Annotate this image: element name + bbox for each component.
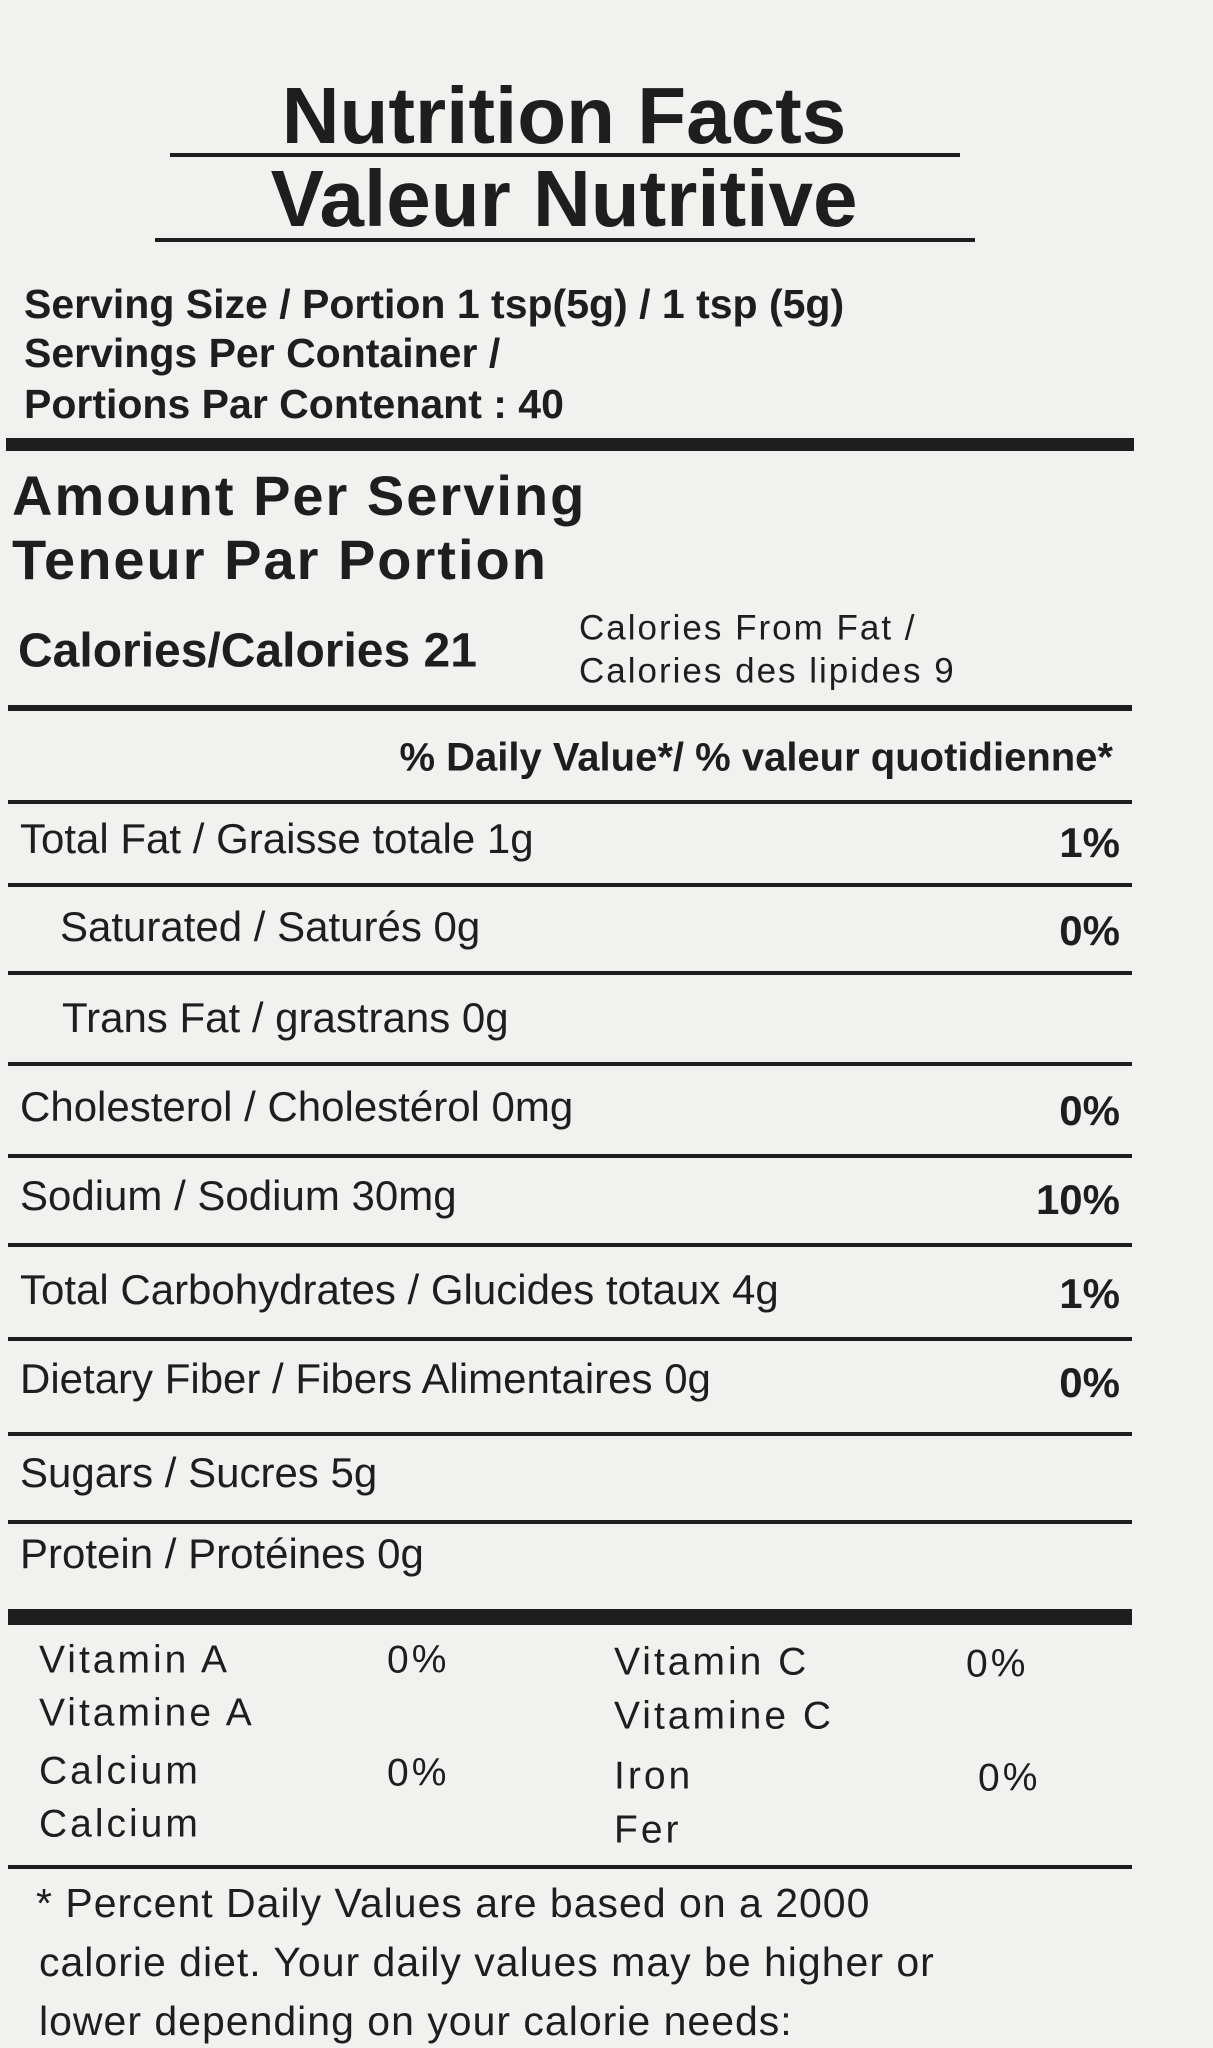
nutrient-label: Dietary Fiber / Fibers Alimentaires 0g	[20, 1355, 711, 1402]
nutrient-rows: Total Fat / Graisse totale 1g 1% Saturated…	[8, 800, 1132, 1577]
nutrient-percent: 1%	[1059, 1270, 1120, 1317]
divider	[8, 1062, 1132, 1066]
divider	[8, 1337, 1132, 1341]
vitamin-fr: Vitamine A	[39, 1691, 255, 1734]
nutrient-label: Sugars / Sucres 5g	[20, 1449, 377, 1496]
vitamin-fr: Calcium	[39, 1802, 201, 1845]
vitamin-fr: Vitamine C	[614, 1694, 834, 1737]
divider	[8, 1865, 1132, 1869]
divider	[8, 800, 1132, 804]
vitamin-fr: Fer	[614, 1808, 682, 1851]
serving-size: Serving Size / Portion 1 tsp(5g) / 1 tsp…	[24, 281, 844, 327]
footnote: lower depending on your calorie needs:	[39, 1998, 793, 2044]
nutrient-label: Saturated / Saturés 0g	[60, 903, 480, 950]
portions-per-container: Portions Par Contenant : 40	[24, 381, 564, 427]
vitamin-en: Calcium	[39, 1749, 201, 1792]
divider-thick	[8, 1609, 1132, 1625]
vitamin-en: Vitamin A	[39, 1638, 230, 1681]
nutrient-label: Protein / Protéines 0g	[20, 1530, 424, 1577]
vitamin-percent: 0%	[966, 1642, 1028, 1685]
divider	[8, 705, 1132, 711]
daily-value-header: % Daily Value*/ % valeur quotidienne*	[399, 736, 1113, 780]
servings-per-container: Servings Per Container /	[24, 330, 500, 376]
calories-from-fat: Calories From Fat /	[579, 608, 917, 647]
amount-fr: Teneur Par Portion	[12, 528, 548, 591]
divider-thick	[6, 438, 1134, 451]
vitamin-percent: 0%	[978, 1756, 1040, 1799]
nutrient-percent: 0%	[1059, 1087, 1120, 1134]
calories: Calories/Calories 21	[18, 625, 477, 678]
title-underline	[155, 238, 975, 242]
divider	[8, 1243, 1132, 1247]
nutrient-label: Cholesterol / Cholestérol 0mg	[20, 1083, 573, 1130]
title-en: Nutrition Facts	[282, 71, 846, 160]
divider	[8, 883, 1132, 887]
amount-en: Amount Per Serving	[12, 464, 586, 527]
footnote: * Percent Daily Values are based on a 20…	[36, 1880, 870, 1926]
vitamin-en: Vitamin C	[614, 1640, 809, 1683]
nutrient-label: Trans Fat / grastrans 0g	[62, 994, 509, 1041]
divider	[8, 971, 1132, 975]
nutrient-label: Total Carbohydrates / Glucides totaux 4g	[20, 1266, 779, 1313]
calories-from-fat-fr: Calories des lipides 9	[579, 651, 956, 690]
nutrient-label: Total Fat / Graisse totale 1g	[20, 815, 534, 862]
vitamin-en: Iron	[614, 1754, 693, 1797]
divider	[8, 1520, 1132, 1524]
nutrient-percent: 0%	[1059, 907, 1120, 954]
footnote: calorie diet. Your daily values may be h…	[39, 1939, 935, 1985]
title-fr: Valeur Nutritive	[271, 154, 858, 243]
divider	[8, 1432, 1132, 1436]
vitamin-percent: 0%	[387, 1751, 449, 1794]
divider	[8, 1154, 1132, 1158]
vitamin-percent: 0%	[387, 1638, 449, 1681]
title-underline	[170, 153, 960, 157]
nutrient-percent: 10%	[1036, 1176, 1120, 1223]
nutrient-percent: 0%	[1059, 1359, 1120, 1406]
nutrient-percent: 1%	[1059, 819, 1120, 866]
nutrient-label: Sodium / Sodium 30mg	[20, 1172, 457, 1219]
